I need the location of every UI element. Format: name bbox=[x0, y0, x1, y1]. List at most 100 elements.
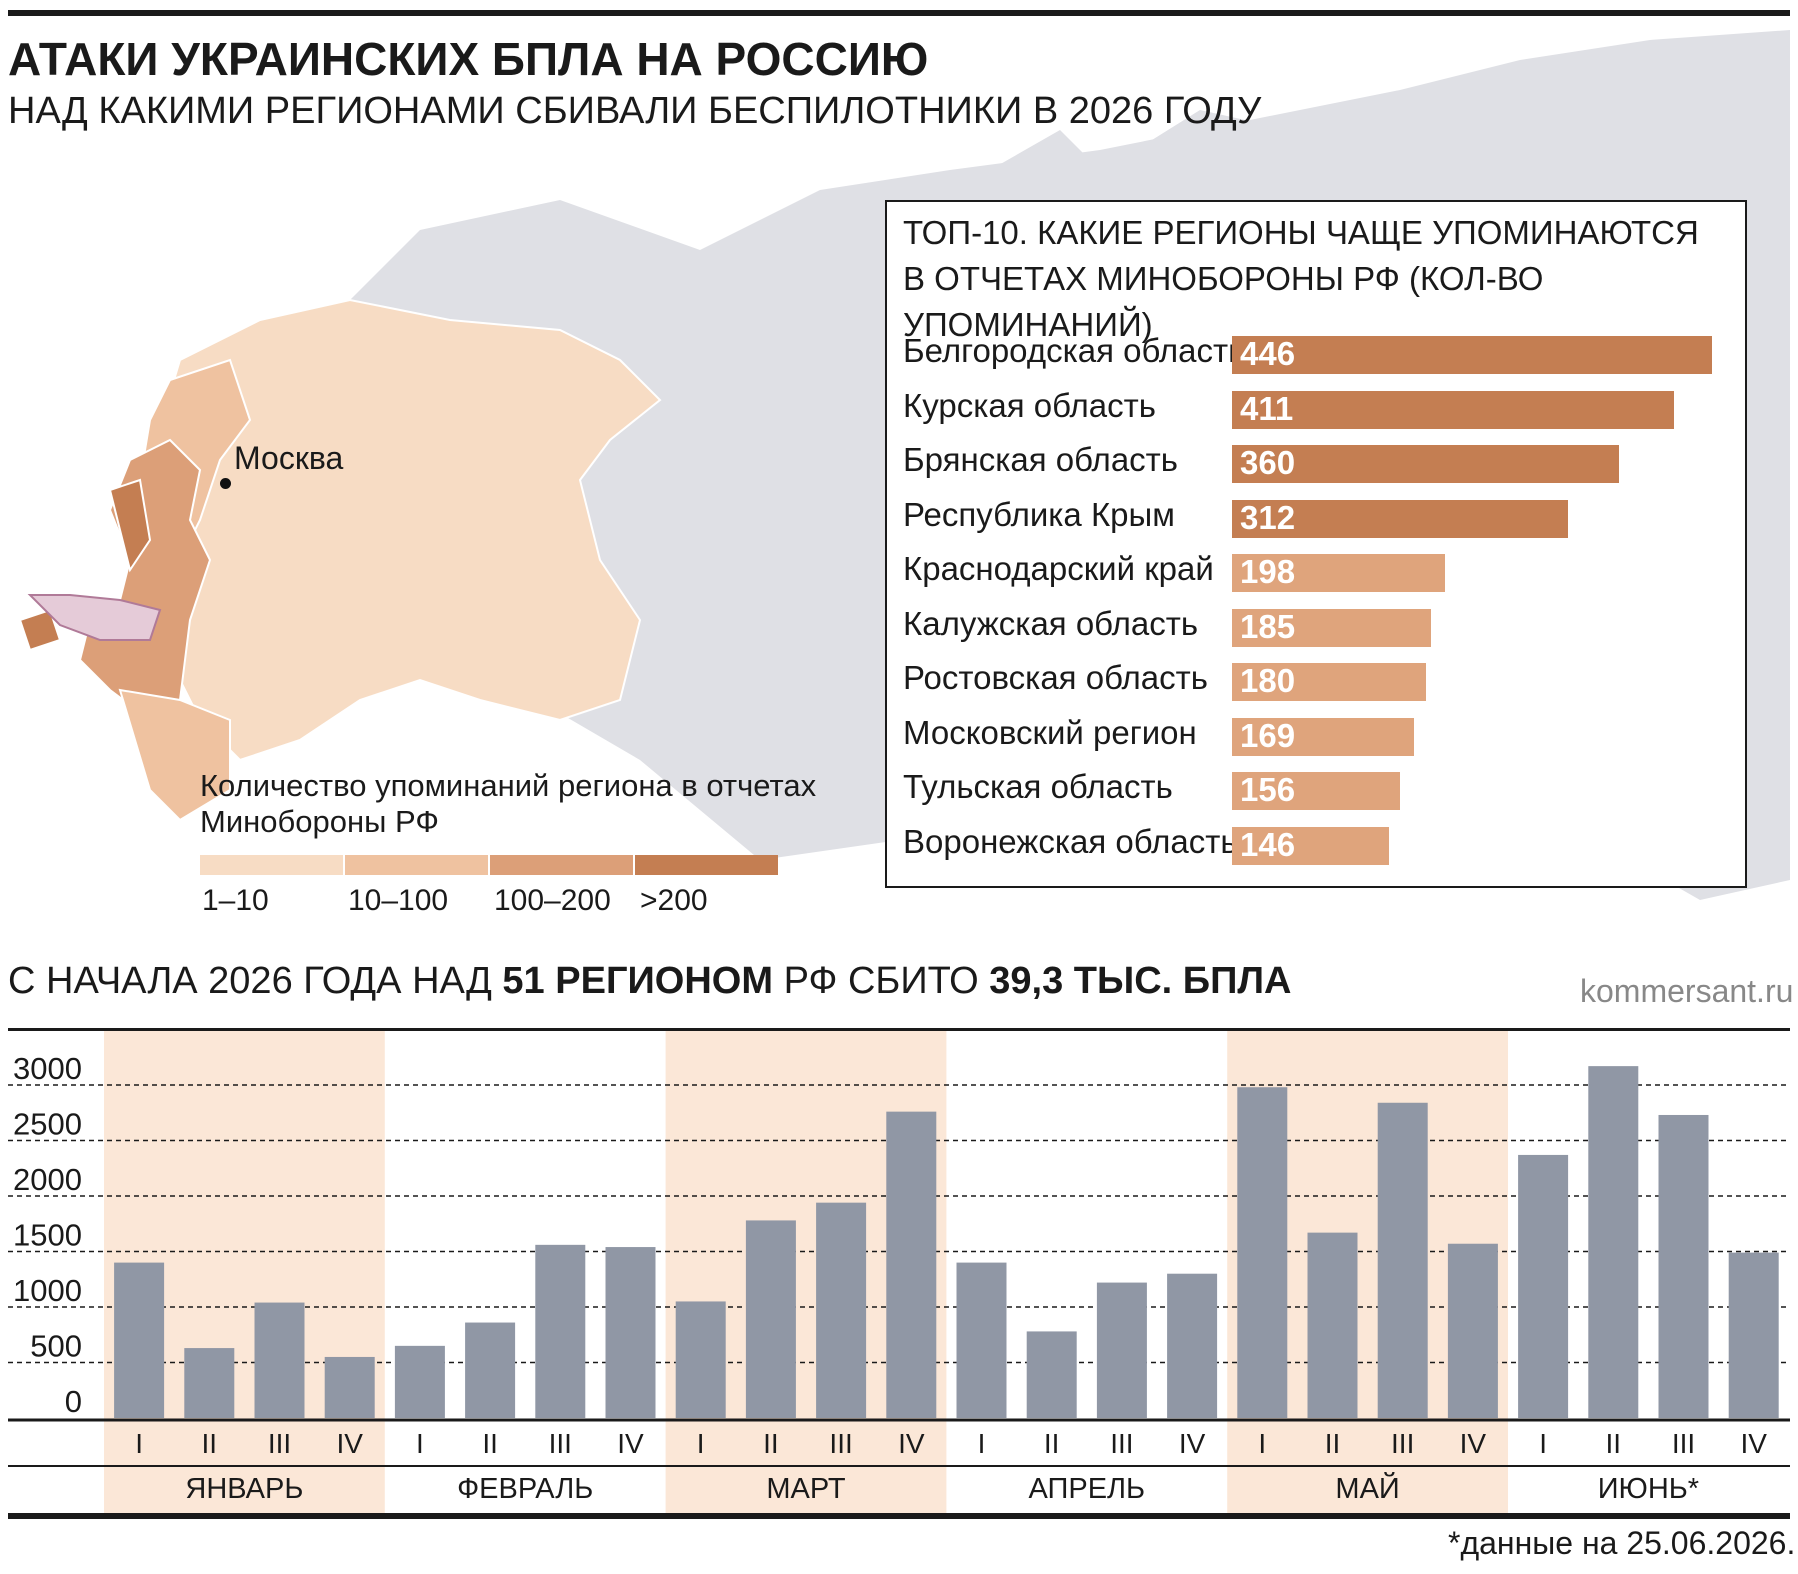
week-label: I bbox=[416, 1428, 424, 1459]
source-label: kommersant.ru bbox=[1580, 973, 1794, 1009]
top10-bar bbox=[1232, 663, 1426, 701]
top10-region-label: Брянская область bbox=[903, 441, 1178, 478]
week-label: I bbox=[1258, 1428, 1266, 1459]
top10-bar bbox=[1232, 499, 1568, 538]
week-bar bbox=[1307, 1232, 1358, 1418]
week-bar bbox=[1518, 1154, 1569, 1418]
top10-bar-value: 446 bbox=[1240, 335, 1296, 372]
top10-bar bbox=[1232, 554, 1445, 592]
summary-regions: 51 РЕГИОНОМ bbox=[502, 960, 774, 1002]
week-label: II bbox=[1325, 1428, 1341, 1459]
week-label: I bbox=[697, 1428, 705, 1459]
map-region-border bbox=[108, 478, 152, 573]
top10-region-label: Тульская область bbox=[903, 768, 1173, 805]
week-bar bbox=[1447, 1243, 1498, 1418]
week-label: III bbox=[268, 1428, 291, 1459]
top10-bar-value: 411 bbox=[1240, 389, 1294, 427]
top10-title-line2: В ОТЧЕТАХ МИНОБОРОНЫ РФ (КОЛ-ВО УПОМИНАН… bbox=[903, 260, 1544, 343]
top10-bar bbox=[1232, 336, 1712, 374]
top10-bar-value: 169 bbox=[1240, 716, 1296, 754]
top10-bar bbox=[1232, 772, 1400, 810]
week-bar bbox=[675, 1301, 726, 1418]
y-tick-label: 2500 bbox=[13, 1107, 82, 1142]
week-bar bbox=[184, 1348, 235, 1418]
y-tick-label: 500 bbox=[30, 1329, 82, 1364]
summary-part2: РФ СБИТО bbox=[773, 960, 990, 1002]
map-occupied bbox=[27, 594, 162, 641]
top10-bar-value: 312 bbox=[1240, 498, 1296, 536]
chart-bottom-rule bbox=[8, 1513, 1790, 1519]
week-bar bbox=[535, 1244, 586, 1418]
week-bar bbox=[816, 1202, 867, 1418]
week-bar bbox=[956, 1262, 1007, 1418]
week-label: III bbox=[1110, 1428, 1133, 1459]
month-label: ФЕВРАЛЬ bbox=[457, 1473, 593, 1505]
top10-region-label: Республика Крым bbox=[903, 495, 1175, 533]
top10-bar-value: 146 bbox=[1240, 825, 1296, 863]
moscow-marker bbox=[220, 478, 231, 489]
week-label: II bbox=[1044, 1428, 1060, 1459]
week-bar bbox=[886, 1111, 937, 1418]
week-label: II bbox=[1606, 1428, 1622, 1459]
week-bar bbox=[254, 1302, 305, 1418]
summary-part1: С НАЧАЛА 2026 ГОДА НАД bbox=[8, 960, 503, 1002]
legend-title: Количество упоминаний региона в отчетах … bbox=[200, 768, 817, 839]
top10-bar bbox=[1232, 445, 1619, 483]
legend-swatch-4 bbox=[635, 855, 778, 875]
legend-swatch-2 bbox=[345, 855, 488, 875]
page-subtitle: НАД КАКИМИ РЕГИОНАМИ СБИВАЛИ БЕСПИЛОТНИК… bbox=[8, 90, 1262, 132]
map-region-light bbox=[148, 298, 662, 762]
top10-bar-value: 360 bbox=[1240, 444, 1296, 481]
week-label: III bbox=[1672, 1428, 1695, 1459]
week-label: I bbox=[978, 1428, 986, 1459]
week-label: III bbox=[549, 1428, 572, 1459]
top10-bar bbox=[1232, 608, 1431, 647]
moscow-label: Москва bbox=[234, 440, 344, 476]
week-label: I bbox=[135, 1428, 143, 1459]
week-label: IV bbox=[336, 1428, 363, 1459]
week-label: III bbox=[1391, 1428, 1414, 1459]
top10-region-label: Калужская область bbox=[903, 604, 1199, 642]
map-land-grey-north bbox=[990, 110, 1290, 180]
summary-headline: С НАЧАЛА 2026 ГОДА НАД 51 РЕГИОНОМ РФ СБ… bbox=[8, 960, 1291, 1003]
top10-title: ТОП-10. КАКИЕ РЕГИОНЫ ЧАЩЕ УПОМИНАЮТСЯ В… bbox=[903, 210, 1733, 348]
week-bar bbox=[1588, 1066, 1639, 1418]
legend-label-1: 1–10 bbox=[202, 884, 269, 917]
week-label: II bbox=[763, 1428, 779, 1459]
top10-bar bbox=[1232, 390, 1674, 429]
top10-region-label: Белгородская область bbox=[903, 332, 1246, 369]
y-tick-label: 0 bbox=[65, 1384, 82, 1419]
y-tick-label: 1500 bbox=[13, 1218, 82, 1253]
legend-label-2: 10–100 bbox=[348, 884, 449, 917]
week-bar bbox=[1096, 1282, 1147, 1418]
week-label: IV bbox=[898, 1428, 925, 1459]
top10-region-label: Московский регион bbox=[903, 713, 1197, 751]
week-label: III bbox=[829, 1428, 852, 1459]
week-bar bbox=[605, 1247, 656, 1418]
summary-total: 39,3 ТЫС. БПЛА bbox=[989, 960, 1292, 1002]
top-rule bbox=[8, 10, 1790, 16]
month-label: АПРЕЛЬ bbox=[1028, 1473, 1145, 1505]
month-label: ИЮНЬ* bbox=[1598, 1473, 1699, 1505]
legend-label-4: >200 bbox=[640, 884, 708, 917]
week-bar bbox=[1167, 1273, 1218, 1418]
month-label: МАРТ bbox=[766, 1473, 846, 1505]
legend-swatch-3 bbox=[490, 855, 633, 875]
week-bar bbox=[1377, 1102, 1428, 1418]
top10-title-line1: ТОП-10. КАКИЕ РЕГИОНЫ ЧАЩЕ УПОМИНАЮТСЯ bbox=[903, 214, 1699, 251]
top10-region-label: Воронежская область bbox=[903, 822, 1238, 860]
week-bar bbox=[745, 1220, 796, 1418]
week-bar bbox=[1728, 1252, 1779, 1418]
week-label: IV bbox=[1179, 1428, 1206, 1459]
map-crimea bbox=[18, 608, 62, 652]
week-label: II bbox=[482, 1428, 498, 1459]
y-tick-label: 2000 bbox=[13, 1162, 82, 1197]
week-label: I bbox=[1539, 1428, 1547, 1459]
chart-top-rule bbox=[8, 1028, 1790, 1031]
month-label: ЯНВАРЬ bbox=[185, 1473, 303, 1505]
week-bar bbox=[1237, 1087, 1288, 1418]
top10-region-label: Курская область bbox=[903, 386, 1156, 424]
week-bar bbox=[465, 1322, 516, 1418]
top10-region-label: Ростовская область bbox=[903, 659, 1208, 696]
